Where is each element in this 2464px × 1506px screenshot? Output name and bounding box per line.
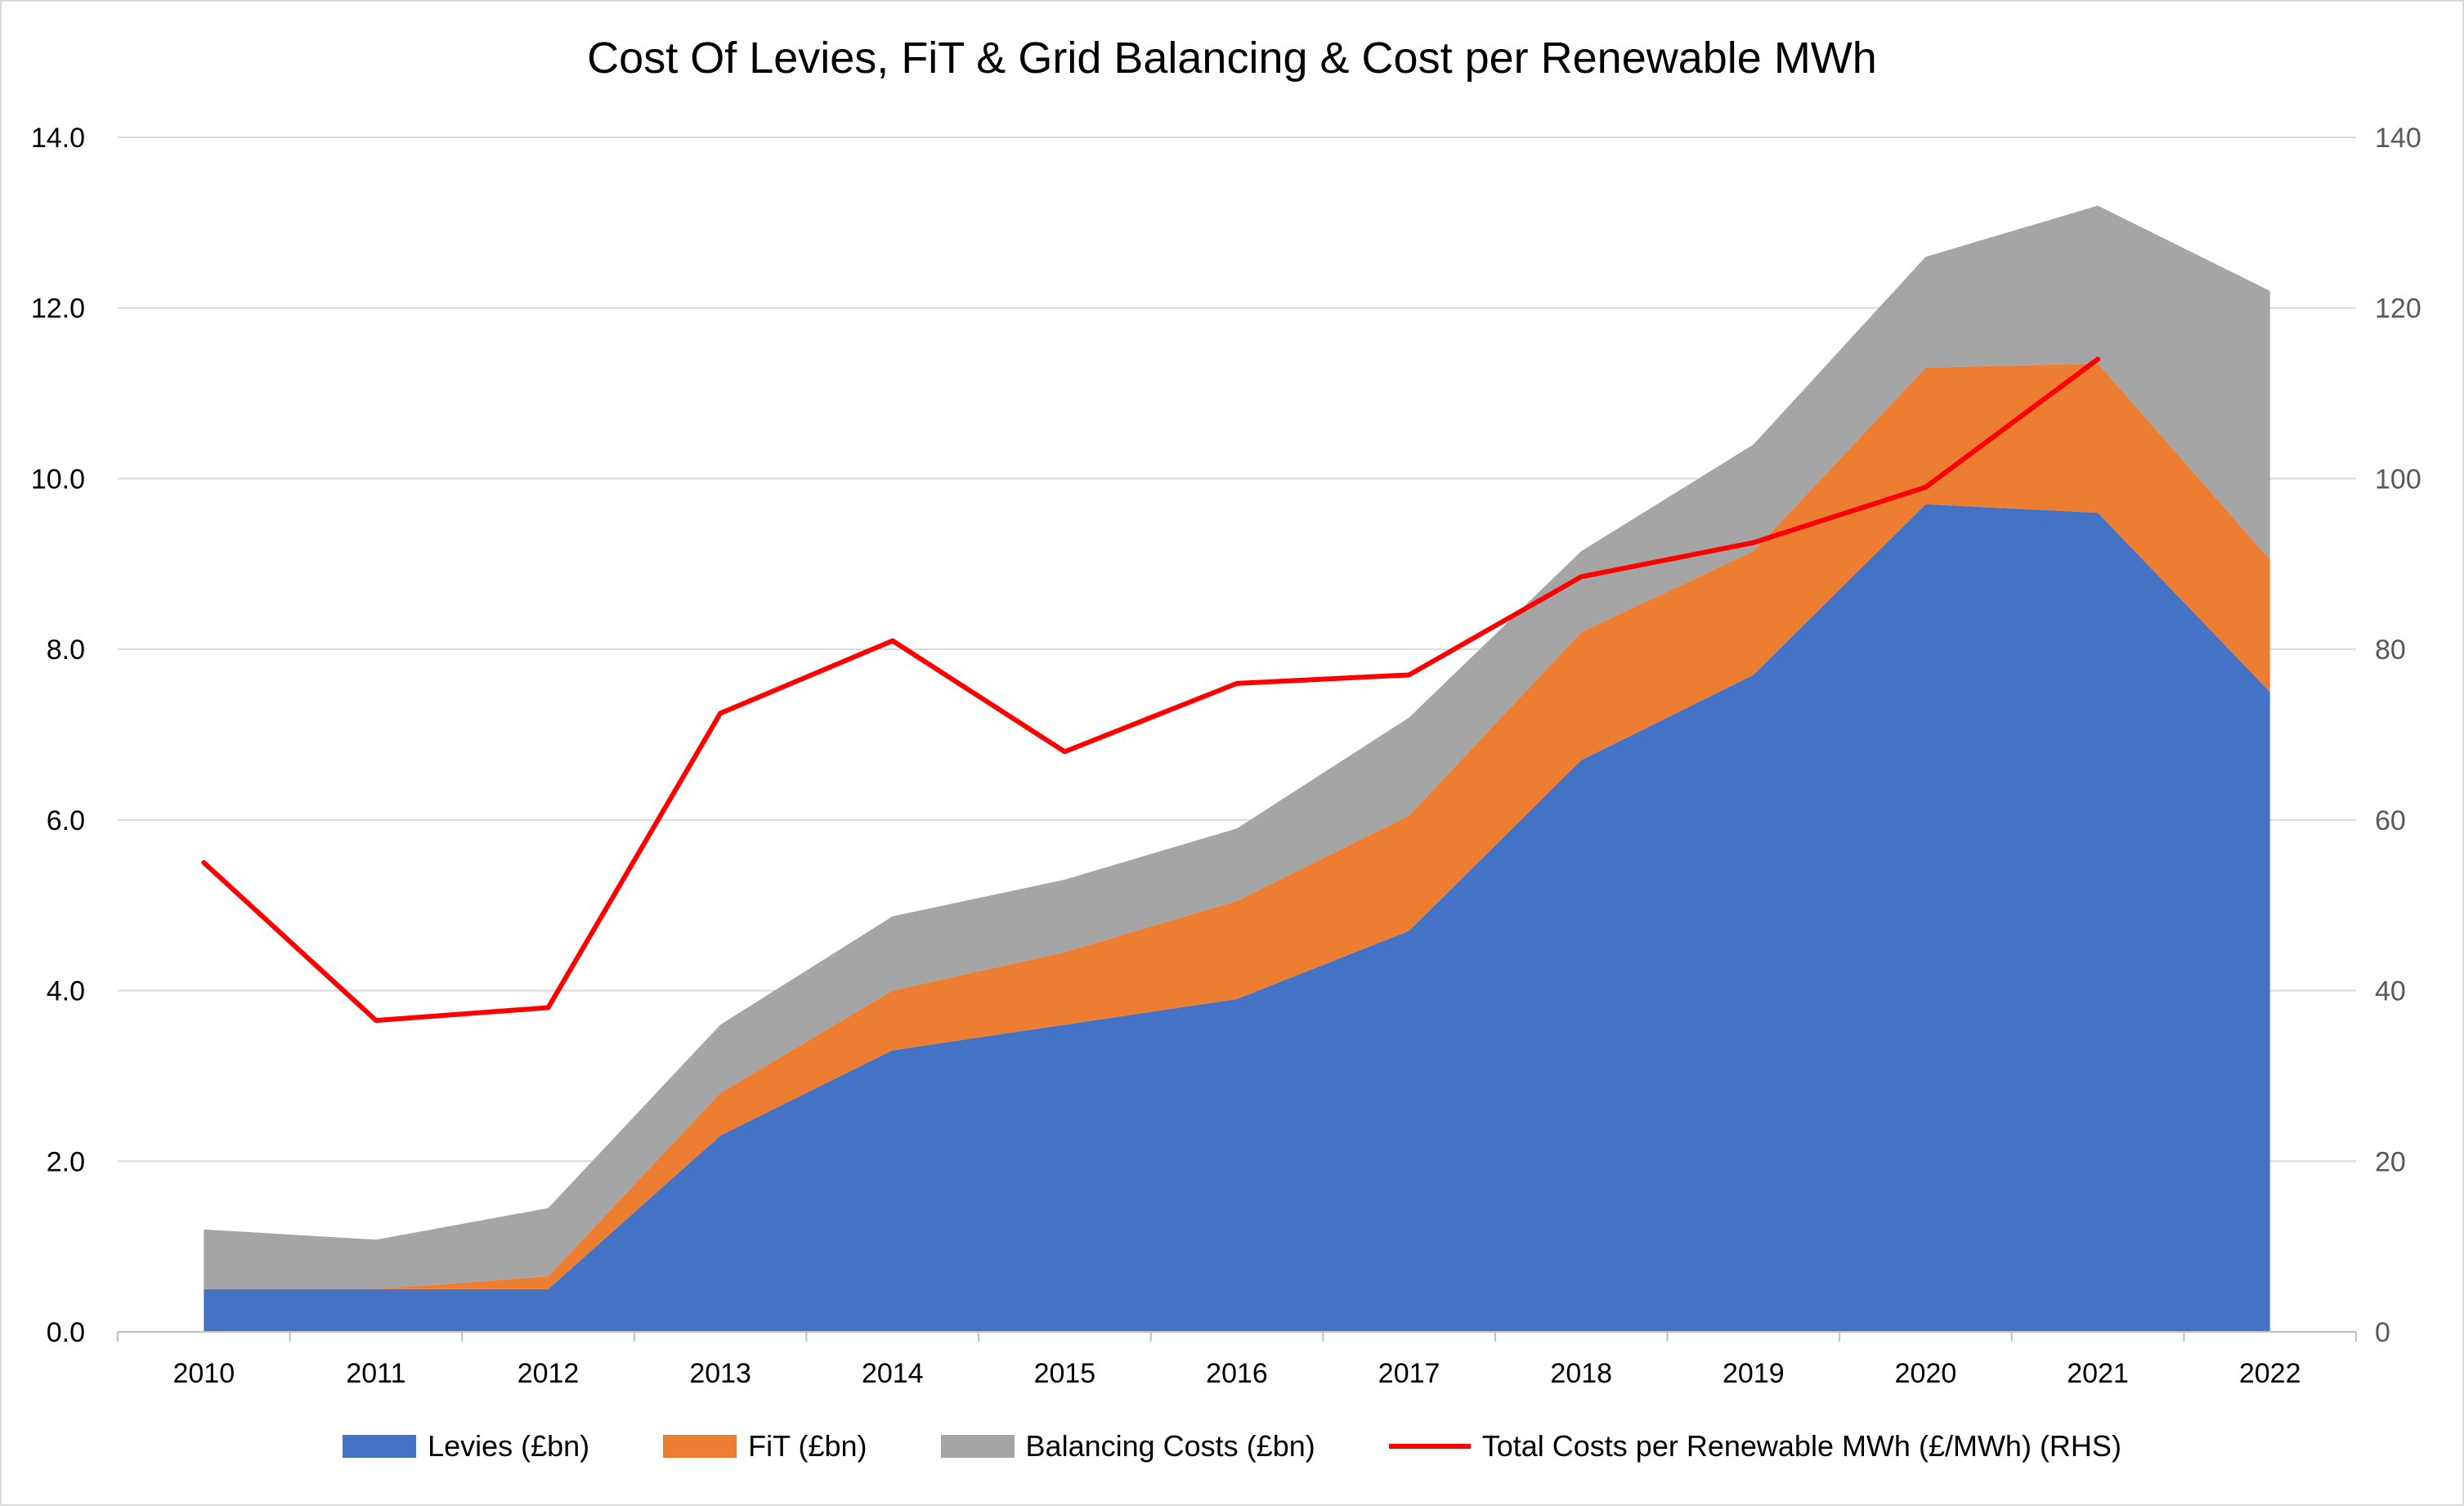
- y-tick-label: 0.0: [47, 1317, 85, 1348]
- y2-tick-label: 0: [2375, 1317, 2390, 1348]
- x-tick-label: 2016: [1206, 1358, 1268, 1389]
- y-tick-label: 12.0: [31, 294, 85, 325]
- y-tick-label: 4.0: [47, 976, 85, 1007]
- legend-label-levies: Levies (£bn): [428, 1429, 590, 1463]
- y2-tick-label: 20: [2375, 1146, 2406, 1177]
- x-tick-label: 2017: [1378, 1358, 1440, 1389]
- x-tick-label: 2018: [1550, 1358, 1612, 1389]
- y-tick-label: 6.0: [47, 805, 85, 836]
- x-tick-label: 2010: [172, 1358, 235, 1389]
- legend-swatch-balancing: [940, 1435, 1015, 1458]
- chart-legend: Levies (£bn) FiT (£bn) Balancing Costs (…: [0, 1429, 2464, 1463]
- legend-swatch-levies: [343, 1435, 417, 1458]
- y-tick-label: 2.0: [47, 1146, 85, 1177]
- y-tick-label: 14.0: [31, 123, 85, 154]
- x-tick-label: 2012: [517, 1358, 580, 1389]
- y-tick-label: 10.0: [31, 464, 85, 495]
- y2-tick-label: 140: [2375, 123, 2421, 154]
- y2-tick-label: 100: [2375, 464, 2421, 495]
- line-total-cost-per-mwh: [201, 356, 2101, 1024]
- y2-tick-label: 120: [2375, 294, 2421, 325]
- chart-title: Cost Of Levies, FiT & Grid Balancing & C…: [587, 34, 1877, 83]
- legend-swatch-total-cost: [1388, 1444, 1471, 1449]
- legend-swatch-fit: [663, 1435, 737, 1458]
- x-tick-label: 2022: [2239, 1358, 2301, 1389]
- area-balancing: [204, 205, 2270, 1289]
- x-tick-label: 2011: [346, 1358, 405, 1389]
- y2-tick-label: 60: [2375, 805, 2406, 836]
- x-tick-label: 2015: [1034, 1358, 1096, 1389]
- x-tick-label: 2013: [689, 1358, 751, 1389]
- legend-item-balancing: Balancing Costs (£bn): [940, 1429, 1315, 1463]
- legend-label-total-cost: Total Costs per Renewable MWh (£/MWh) (R…: [1481, 1429, 2121, 1463]
- x-tick-label: 2014: [862, 1358, 924, 1389]
- legend-label-balancing: Balancing Costs (£bn): [1025, 1429, 1315, 1463]
- y-tick-label: 8.0: [47, 634, 85, 666]
- legend-item-total-cost: Total Costs per Renewable MWh (£/MWh) (R…: [1388, 1429, 2121, 1463]
- x-tick-label: 2020: [1895, 1358, 1957, 1389]
- legend-label-fit: FiT (£bn): [748, 1429, 867, 1463]
- x-tick-label: 2019: [1723, 1358, 1785, 1389]
- legend-item-levies: Levies (£bn): [343, 1429, 589, 1463]
- area-levies: [204, 504, 2270, 1332]
- x-tick-label: 2021: [2067, 1358, 2129, 1389]
- y2-tick-label: 80: [2375, 634, 2406, 666]
- area-fit: [204, 363, 2270, 1289]
- y2-tick-label: 40: [2375, 976, 2406, 1007]
- legend-item-fit: FiT (£bn): [663, 1429, 867, 1463]
